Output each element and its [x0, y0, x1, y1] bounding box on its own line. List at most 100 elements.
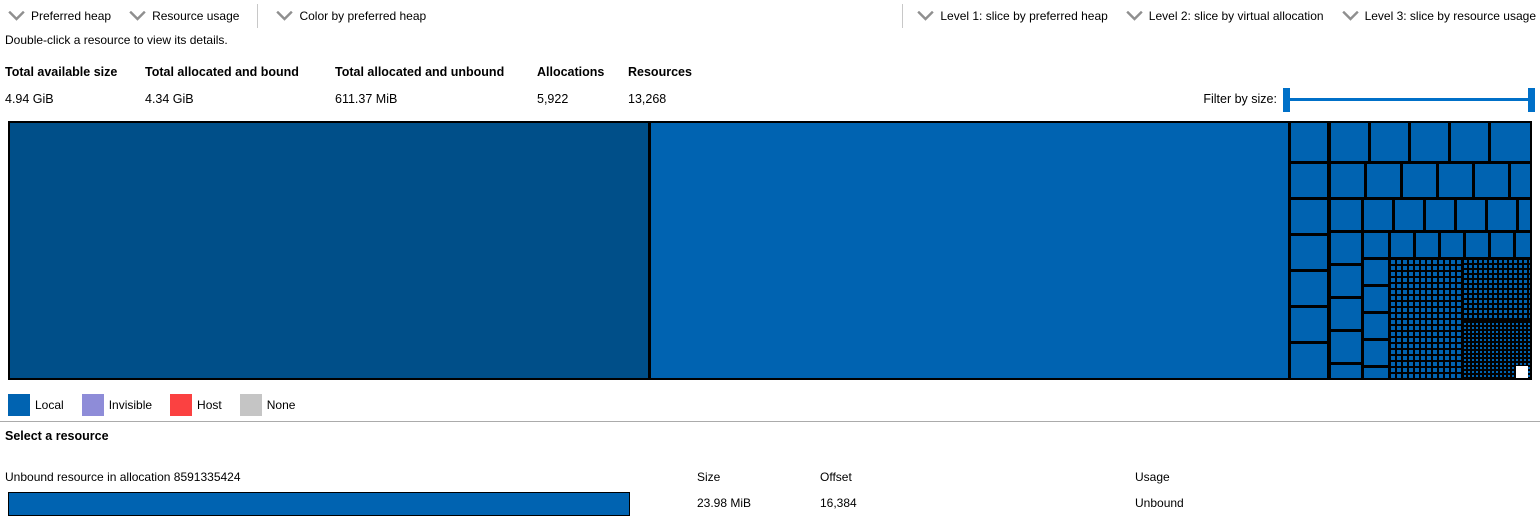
treemap-dense-grid[interactable] — [1391, 260, 1461, 378]
treemap-cell[interactable] — [1391, 233, 1413, 257]
treemap-cell[interactable] — [1416, 233, 1438, 257]
treemap-cell[interactable] — [1516, 233, 1530, 257]
stat-value: 5,922 — [537, 92, 569, 106]
toolbar-divider — [257, 4, 259, 28]
dropdown-level-1-slice-by-preferred-heap[interactable]: Level 1: slice by preferred heap — [917, 9, 1108, 23]
dropdown-label: Resource usage — [152, 9, 240, 23]
selected-resource-label: Unbound resource in allocation 859133542… — [5, 470, 241, 484]
resource-field-value: 23.98 MiB — [697, 496, 752, 510]
stat-resources: Resources 13,268 — [628, 65, 738, 106]
resource-field-label: Offset — [820, 470, 852, 484]
stat-value: 4.34 GiB — [145, 92, 194, 106]
treemap-cell[interactable] — [1291, 236, 1327, 269]
treemap-block[interactable] — [10, 123, 648, 378]
treemap-cell[interactable] — [1519, 200, 1530, 230]
treemap-cell[interactable] — [1291, 164, 1327, 197]
treemap-cell[interactable] — [1475, 164, 1508, 197]
treemap-cell[interactable] — [1395, 200, 1423, 230]
treemap-cell[interactable] — [1331, 266, 1361, 296]
color-dropdown-group: Color by preferred heap — [276, 9, 426, 23]
toolbar-filters: Preferred heap Resource usage Color by p… — [8, 4, 426, 28]
stat-label: Resources — [628, 65, 692, 79]
treemap-cell[interactable] — [1491, 123, 1530, 161]
treemap-cell[interactable] — [1364, 368, 1388, 378]
treemap-block[interactable] — [651, 123, 1288, 378]
treemap-cell[interactable] — [1403, 164, 1436, 197]
treemap-cell[interactable] — [1291, 200, 1327, 233]
dropdown-label: Level 1: slice by preferred heap — [940, 9, 1108, 23]
treemap-cell[interactable] — [1331, 233, 1361, 263]
treemap-cell[interactable] — [1466, 233, 1488, 257]
filter-dropdown-group: Preferred heap Resource usage — [8, 9, 239, 23]
treemap-cell[interactable] — [1291, 272, 1327, 305]
treemap-cell[interactable] — [1331, 123, 1368, 161]
treemap-canvas — [10, 123, 1530, 378]
filter-size-slider[interactable] — [1283, 88, 1535, 112]
treemap-cell[interactable] — [1371, 123, 1408, 161]
treemap-cell[interactable] — [1331, 164, 1364, 197]
treemap-cell[interactable] — [1457, 200, 1485, 230]
legend-swatch-local — [8, 394, 30, 416]
treemap-cell[interactable] — [1511, 164, 1530, 197]
filter-by-size-label: Filter by size: — [1203, 92, 1277, 106]
legend-label: Invisible — [108, 398, 153, 412]
memory-stats: Total available size 4.94 GiB Total allo… — [5, 65, 738, 106]
treemap-cell[interactable] — [1291, 344, 1327, 378]
treemap-cell[interactable] — [1491, 233, 1513, 257]
dropdown-label: Color by preferred heap — [299, 9, 427, 23]
resource-field-value: Unbound — [1135, 496, 1184, 510]
resource-field-label: Size — [697, 470, 721, 484]
dropdown-level-3-slice-by-resource-usage[interactable]: Level 3: slice by resource usage — [1341, 9, 1536, 23]
treemap-dense-grid[interactable] — [1464, 260, 1530, 320]
treemap-cell[interactable] — [1364, 314, 1388, 338]
treemap-cell-selected[interactable] — [1516, 366, 1528, 378]
slider-track[interactable] — [1289, 98, 1529, 101]
legend-label: Local — [35, 398, 64, 412]
stat-total-allocated-and-bound: Total allocated and bound 4.34 GiB — [145, 65, 335, 106]
dropdown-preferred-heap[interactable]: Preferred heap — [8, 9, 111, 23]
level-dropdown-group: Level 1: slice by preferred heap Level 2… — [917, 9, 1536, 23]
legend-item-none: None — [239, 394, 295, 416]
resource-field-usage: Usage Unbound — [1135, 470, 1184, 510]
chevron-down-icon — [1126, 11, 1143, 21]
treemap-cell[interactable] — [1331, 332, 1361, 362]
treemap-cell[interactable] — [1364, 260, 1388, 284]
section-separator — [0, 421, 1540, 422]
treemap-cell[interactable] — [1364, 341, 1388, 365]
legend-item-local: Local — [8, 394, 64, 416]
treemap-cell[interactable] — [1331, 365, 1361, 378]
dropdown-level-2-slice-by-virtual-allocation[interactable]: Level 2: slice by virtual allocation — [1126, 9, 1324, 23]
treemap-cell[interactable] — [1331, 200, 1361, 230]
treemap-dense-grid[interactable] — [1464, 323, 1530, 378]
heap-legend: Local Invisible Host None — [8, 394, 295, 416]
resource-field-size: Size 23.98 MiB — [697, 470, 751, 510]
legend-swatch-none — [239, 394, 262, 416]
treemap-cell[interactable] — [1488, 200, 1516, 230]
treemap-cell[interactable] — [1331, 299, 1361, 329]
treemap-cell[interactable] — [1291, 308, 1327, 341]
treemap-cell[interactable] — [1364, 287, 1388, 311]
treemap-cell[interactable] — [1441, 233, 1463, 257]
resource-field-label: Usage — [1135, 470, 1170, 484]
treemap-cell[interactable] — [1426, 200, 1454, 230]
treemap-cell[interactable] — [1439, 164, 1472, 197]
dropdown-resource-usage[interactable]: Resource usage — [129, 9, 239, 23]
stat-label: Total allocated and unbound — [335, 65, 505, 79]
treemap-cell[interactable] — [1411, 123, 1448, 161]
chevron-down-icon — [8, 11, 25, 21]
slider-handle-max[interactable] — [1528, 88, 1535, 112]
allocation-bar[interactable] — [8, 492, 630, 516]
treemap-cell[interactable] — [1364, 233, 1388, 257]
slider-handle-min[interactable] — [1283, 88, 1290, 112]
treemap-cell[interactable] — [1291, 123, 1327, 161]
stat-value: 4.94 GiB — [5, 92, 54, 106]
treemap-cell[interactable] — [1451, 123, 1488, 161]
dropdown-color-by-preferred-heap[interactable]: Color by preferred heap — [276, 9, 426, 23]
treemap-cell[interactable] — [1364, 200, 1392, 230]
treemap-cell[interactable] — [1367, 164, 1400, 197]
chevron-down-icon — [917, 11, 935, 21]
stat-label: Total allocated and bound — [145, 65, 299, 79]
stat-label: Total available size — [5, 65, 118, 79]
stat-total-available-size: Total available size 4.94 GiB — [5, 65, 145, 106]
memory-treemap[interactable] — [8, 121, 1532, 380]
